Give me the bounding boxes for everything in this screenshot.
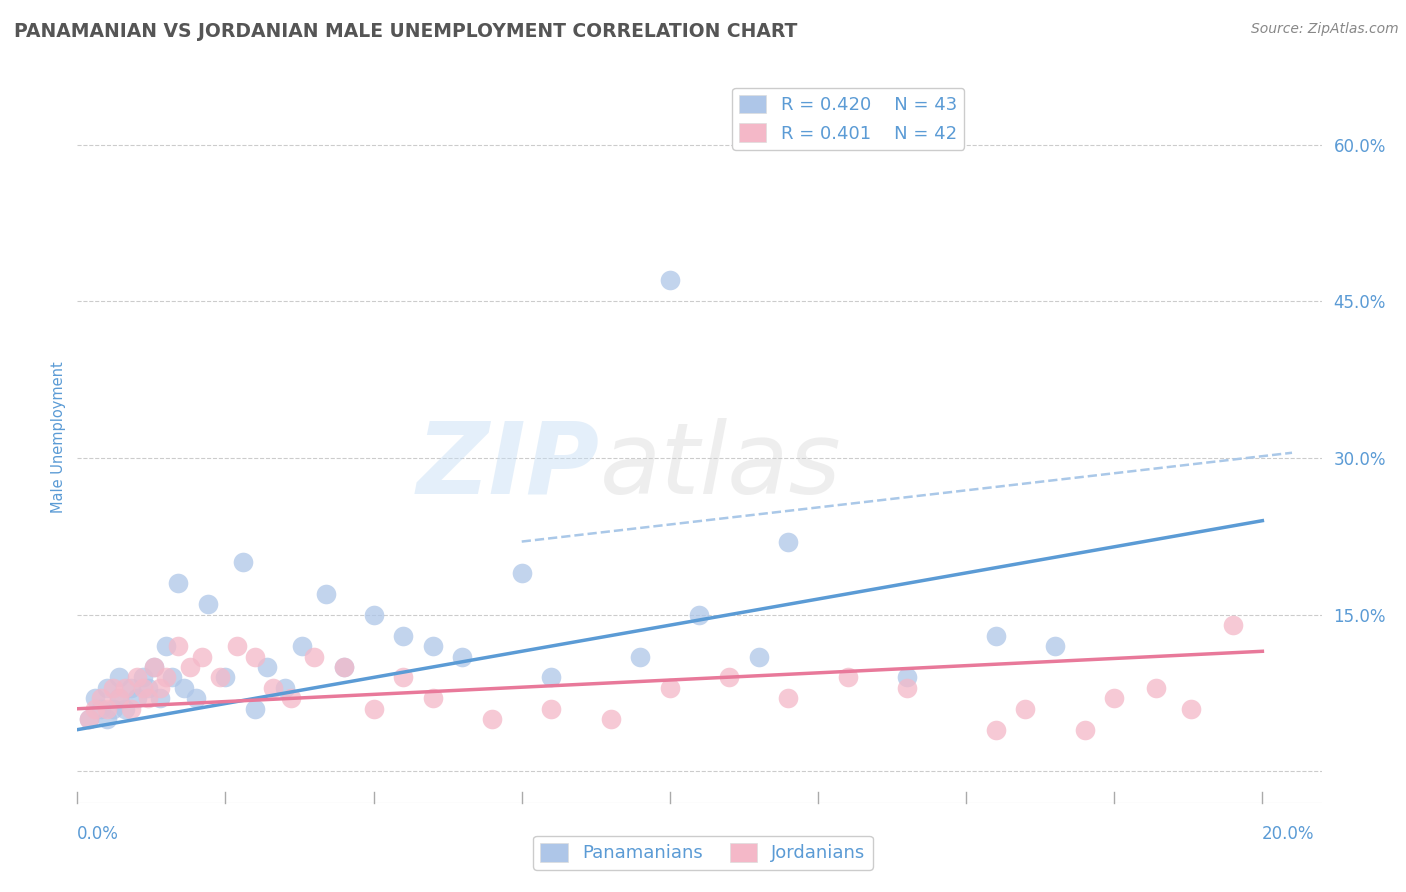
Point [778, 691, 800, 706]
Point [77, 712, 100, 726]
Point [1144, 681, 1167, 695]
Point [599, 712, 621, 726]
Point [658, 273, 681, 287]
Point [243, 649, 266, 664]
Point [1104, 691, 1126, 706]
Point [138, 681, 160, 695]
Point [167, 576, 190, 591]
Point [363, 702, 385, 716]
Point [363, 607, 385, 622]
Point [197, 597, 219, 611]
Point [125, 691, 148, 706]
Point [120, 702, 142, 716]
Point [232, 556, 254, 570]
Point [1073, 723, 1095, 737]
Point [778, 534, 800, 549]
Point [131, 681, 153, 695]
Point [191, 649, 214, 664]
Text: Source: ZipAtlas.com: Source: ZipAtlas.com [1251, 22, 1399, 37]
Point [658, 681, 681, 695]
Point [243, 702, 266, 716]
Text: atlas: atlas [600, 417, 842, 515]
Point [689, 607, 711, 622]
Point [101, 702, 124, 716]
Point [422, 639, 444, 653]
Point [125, 670, 148, 684]
Point [481, 712, 503, 726]
Text: 0.0%: 0.0% [77, 825, 120, 843]
Point [1180, 702, 1202, 716]
Point [96, 702, 118, 716]
Legend: Panamanians, Jordanians: Panamanians, Jordanians [533, 836, 873, 870]
Point [392, 670, 415, 684]
Point [984, 629, 1007, 643]
Point [256, 660, 278, 674]
Point [1222, 618, 1244, 632]
Point [114, 702, 136, 716]
Point [167, 639, 190, 653]
Point [155, 670, 177, 684]
Point [718, 670, 741, 684]
Point [131, 670, 153, 684]
Point [540, 702, 562, 716]
Text: ZIP: ZIP [418, 417, 600, 515]
Point [143, 660, 166, 674]
Point [422, 691, 444, 706]
Point [291, 639, 314, 653]
Point [90, 691, 112, 706]
Point [748, 649, 770, 664]
Point [155, 639, 177, 653]
Point [451, 649, 474, 664]
Point [184, 691, 207, 706]
Point [333, 660, 356, 674]
Point [149, 691, 172, 706]
Point [392, 629, 415, 643]
Point [108, 691, 131, 706]
Point [837, 670, 859, 684]
Point [114, 681, 136, 695]
Point [1014, 702, 1036, 716]
Point [226, 639, 249, 653]
Point [96, 681, 118, 695]
Point [510, 566, 533, 580]
Point [149, 681, 172, 695]
Point [84, 702, 107, 716]
Point [208, 670, 231, 684]
Legend: R = 0.420    N = 43, R = 0.401    N = 42: R = 0.420 N = 43, R = 0.401 N = 42 [733, 87, 965, 150]
Point [984, 723, 1007, 737]
Point [120, 681, 142, 695]
Point [896, 670, 918, 684]
Point [143, 660, 166, 674]
Point [280, 691, 302, 706]
Point [138, 691, 160, 706]
Text: PANAMANIAN VS JORDANIAN MALE UNEMPLOYMENT CORRELATION CHART: PANAMANIAN VS JORDANIAN MALE UNEMPLOYMEN… [14, 22, 797, 41]
Point [628, 649, 651, 664]
Point [896, 681, 918, 695]
Point [304, 649, 326, 664]
Point [1043, 639, 1066, 653]
Point [160, 670, 183, 684]
Point [315, 587, 337, 601]
Point [108, 670, 131, 684]
Point [333, 660, 356, 674]
Point [90, 702, 112, 716]
Point [77, 712, 100, 726]
Point [96, 712, 118, 726]
Point [274, 681, 297, 695]
Point [214, 670, 236, 684]
Point [540, 670, 562, 684]
Point [262, 681, 284, 695]
Point [108, 691, 131, 706]
Y-axis label: Male Unemployment: Male Unemployment [51, 361, 66, 513]
Point [101, 681, 124, 695]
Point [84, 691, 107, 706]
Point [173, 681, 195, 695]
Text: 20.0%: 20.0% [1263, 825, 1315, 843]
Point [179, 660, 201, 674]
